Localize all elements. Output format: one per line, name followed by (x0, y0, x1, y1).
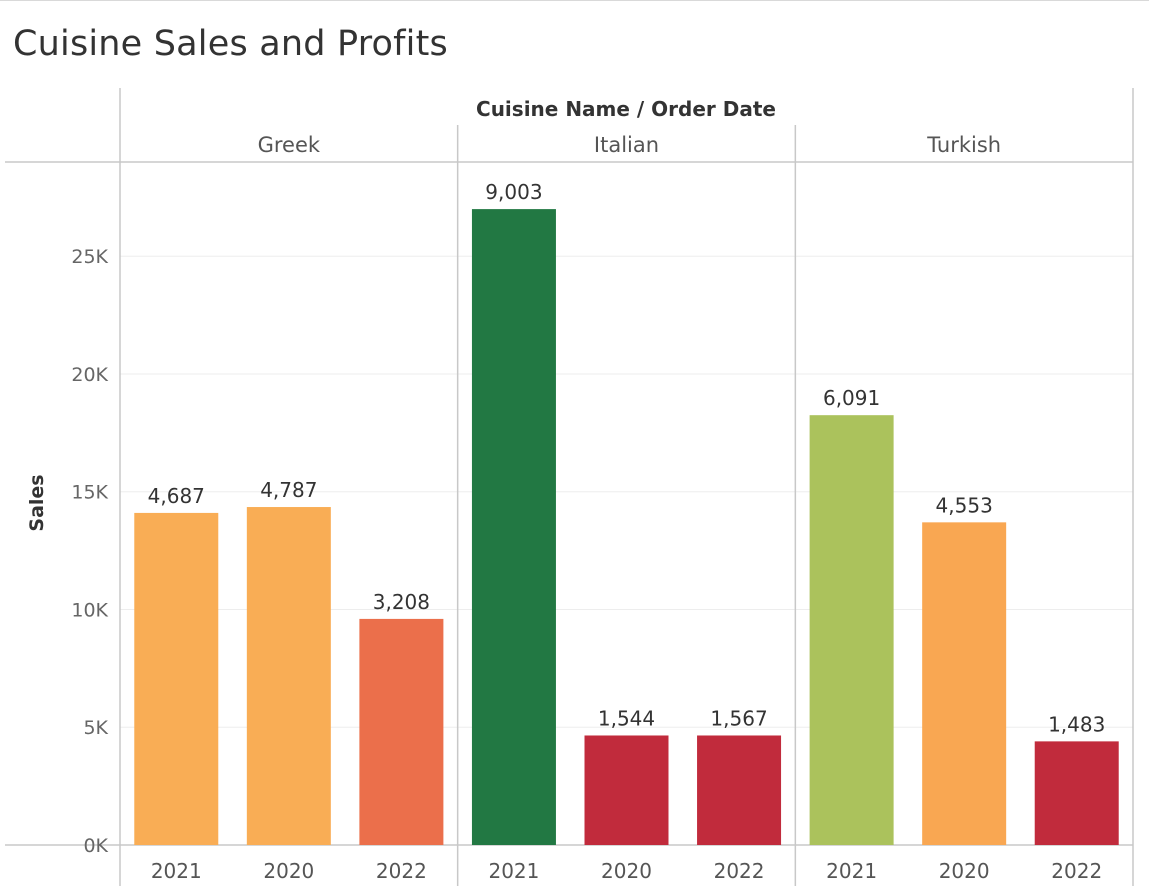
data-label: 1,544 (598, 706, 655, 730)
bar-labels: 4,687 4,787 3,208 9,003 1,544 1,567 6,091 4,553… (148, 180, 1106, 736)
axes: Cuisine Name / Order Date Sales 0K 5K 10K 1… (26, 97, 1102, 883)
bar-greek-2022 (359, 618, 444, 845)
top-rule (0, 0, 1149, 1)
column-header-label: Cuisine Name / Order Date (476, 97, 776, 121)
y-axis-title: Sales (26, 474, 48, 531)
y-tick-label: 5K (83, 717, 108, 739)
x-tick-label: 2022 (376, 859, 427, 883)
data-label: 4,553 (936, 493, 993, 517)
bar-italian-2020 (584, 735, 669, 845)
pane-header-turkish: Turkish (926, 133, 1001, 157)
data-label: 3,208 (373, 590, 430, 614)
bar-greek-2020 (246, 507, 331, 845)
x-tick-label: 2021 (488, 859, 539, 883)
pane-header-greek: Greek (258, 133, 321, 157)
y-tick-label: 15K (71, 482, 108, 504)
bars (134, 209, 1119, 845)
y-tick-label: 10K (71, 599, 108, 621)
data-label: 6,091 (823, 386, 880, 410)
x-tick-label: 2020 (263, 859, 314, 883)
bar-italian-2022 (697, 735, 782, 845)
data-label: 1,567 (710, 706, 767, 730)
y-tick-label: 0K (83, 835, 108, 857)
data-label: 4,687 (148, 484, 205, 508)
data-label: 4,787 (260, 478, 317, 502)
y-tick-label: 20K (71, 364, 108, 386)
x-tick-label: 2020 (939, 859, 990, 883)
bar-italian-2021 (471, 209, 556, 845)
x-tick-label: 2022 (714, 859, 765, 883)
y-tick-label: 25K (71, 246, 108, 268)
data-label: 9,003 (485, 180, 542, 204)
bar-turkish-2021 (809, 415, 894, 845)
x-tick-label: 2021 (151, 859, 202, 883)
x-tick-label: 2022 (1051, 859, 1102, 883)
dashboard-title: Cuisine Sales and Profits (13, 24, 448, 64)
x-tick-label: 2021 (826, 859, 877, 883)
data-label: 1,483 (1048, 712, 1105, 736)
bar-turkish-2020 (922, 522, 1007, 845)
bar-turkish-2022 (1034, 741, 1119, 845)
bar-greek-2021 (134, 512, 219, 845)
chart-frame (5, 88, 1134, 886)
x-tick-label: 2020 (601, 859, 652, 883)
pane-header-italian: Italian (594, 133, 659, 157)
